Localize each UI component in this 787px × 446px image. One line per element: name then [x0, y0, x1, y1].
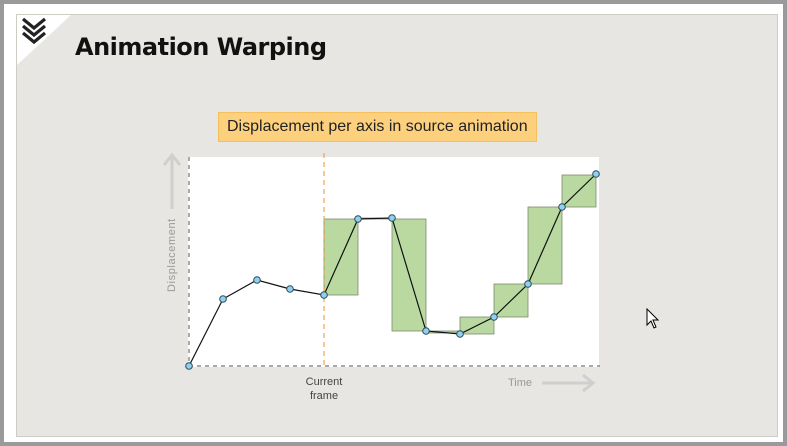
sample-point	[456, 330, 464, 338]
sample-point	[320, 291, 328, 299]
y-axis-label: Displacement	[166, 218, 178, 292]
y-axis-arrow-icon	[162, 152, 182, 209]
displacement-diagram: Displacement Time Current frame	[162, 152, 600, 402]
sample-point	[219, 295, 227, 303]
sample-point	[286, 285, 294, 293]
diagram-banner: Displacement per axis in source animatio…	[218, 112, 537, 142]
slide: Animation Warping Displacement per axis …	[16, 14, 778, 437]
current-frame-label-line2: frame	[310, 390, 338, 402]
mouse-pointer-icon	[646, 308, 660, 329]
sample-point	[592, 170, 600, 178]
sample-point	[422, 327, 430, 335]
sample-point	[253, 276, 261, 284]
window-frame: Animation Warping Displacement per axis …	[4, 4, 783, 442]
sample-point	[490, 313, 498, 321]
x-axis-arrow-icon	[542, 373, 596, 393]
slide-corner	[17, 15, 71, 65]
sample-point	[185, 362, 193, 370]
sample-point	[354, 215, 362, 223]
current-frame-label-line1: Current	[306, 376, 343, 388]
sample-point	[524, 280, 532, 288]
x-axis-label: Time	[508, 377, 532, 389]
chevron-logo-icon	[21, 17, 47, 45]
slide-title: Animation Warping	[75, 33, 327, 61]
sample-point	[558, 203, 566, 211]
sample-points	[185, 170, 600, 370]
sample-point	[388, 214, 396, 222]
